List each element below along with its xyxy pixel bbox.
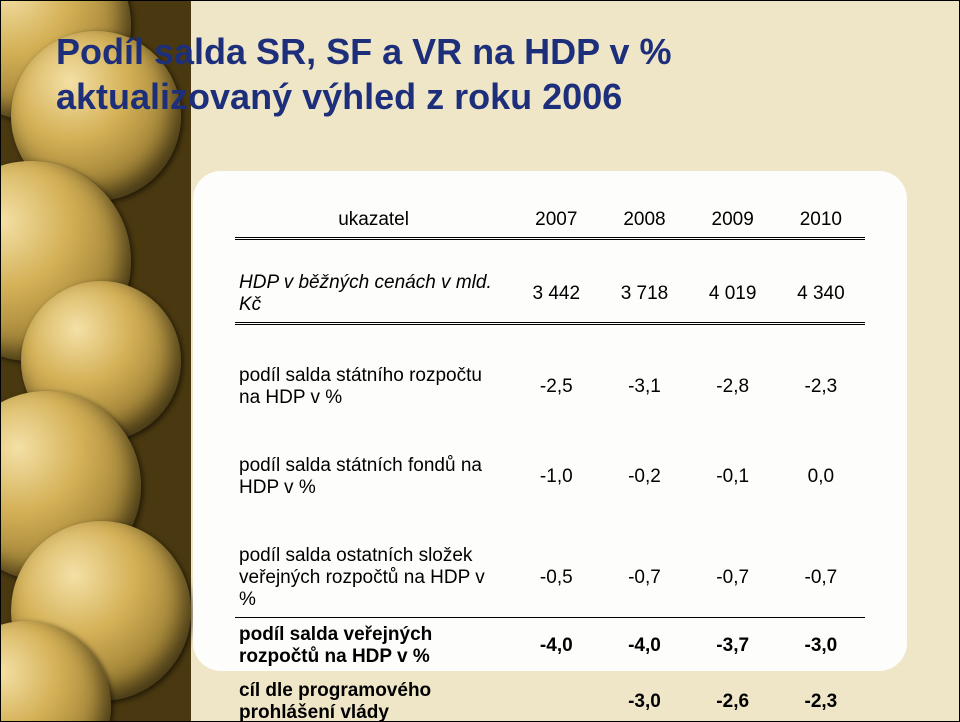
cell: -0,2 <box>600 449 688 505</box>
col-header-label: ukazatel <box>235 203 512 239</box>
cell: -0,1 <box>689 449 777 505</box>
row-label: HDP v běžných cenách v mld. Kč <box>235 266 512 324</box>
row-label: podíl salda veřejných rozpočtů na HDP v … <box>235 618 512 675</box>
table-row: podíl salda státních fondů na HDP v % -1… <box>235 449 865 505</box>
cell: 4 340 <box>777 266 865 324</box>
cell: -0,7 <box>777 539 865 618</box>
data-table: ukazatel 2007 2008 2009 2010 HDP v běžný… <box>235 203 865 722</box>
cell: -3,0 <box>600 674 688 722</box>
cell: -0,5 <box>512 539 600 618</box>
cell: -2,3 <box>777 674 865 722</box>
cell: 3 718 <box>600 266 688 324</box>
cell: -1,0 <box>512 449 600 505</box>
cell: 0,0 <box>777 449 865 505</box>
cell: -4,0 <box>600 618 688 675</box>
cell: -2,8 <box>689 359 777 415</box>
table-row: podíl salda veřejných rozpočtů na HDP v … <box>235 618 865 675</box>
row-label: cíl dle programového prohlášení vlády <box>235 674 512 722</box>
cell: 4 019 <box>689 266 777 324</box>
cell: -0,7 <box>689 539 777 618</box>
title-line-2: aktualizovaný výhled z roku 2006 <box>56 74 916 119</box>
cell: -2,6 <box>689 674 777 722</box>
table-row: cíl dle programového prohlášení vlády -3… <box>235 674 865 722</box>
col-header-year-2: 2009 <box>689 203 777 239</box>
cell: -3,7 <box>689 618 777 675</box>
table-row: HDP v běžných cenách v mld. Kč 3 442 3 7… <box>235 266 865 324</box>
cell: -4,0 <box>512 618 600 675</box>
cell: -0,7 <box>600 539 688 618</box>
slide: Podíl salda SR, SF a VR na HDP v % aktua… <box>0 0 960 722</box>
col-header-year-1: 2008 <box>600 203 688 239</box>
cell: -3,0 <box>777 618 865 675</box>
title-line-1: Podíl salda SR, SF a VR na HDP v % <box>56 29 916 74</box>
cell: -3,1 <box>600 359 688 415</box>
cell: 3 442 <box>512 266 600 324</box>
cell <box>512 674 600 722</box>
slide-title: Podíl salda SR, SF a VR na HDP v % aktua… <box>56 29 916 119</box>
cell: -2,3 <box>777 359 865 415</box>
col-header-year-3: 2010 <box>777 203 865 239</box>
table-header-row: ukazatel 2007 2008 2009 2010 <box>235 203 865 239</box>
row-label: podíl salda ostatních složek veřejných r… <box>235 539 512 618</box>
col-header-year-0: 2007 <box>512 203 600 239</box>
cell: -2,5 <box>512 359 600 415</box>
table-row: podíl salda státního rozpočtu na HDP v %… <box>235 359 865 415</box>
table-row: podíl salda ostatních složek veřejných r… <box>235 539 865 618</box>
row-label: podíl salda státních fondů na HDP v % <box>235 449 512 505</box>
table-card: ukazatel 2007 2008 2009 2010 HDP v běžný… <box>193 171 907 671</box>
row-label: podíl salda státního rozpočtu na HDP v % <box>235 359 512 415</box>
